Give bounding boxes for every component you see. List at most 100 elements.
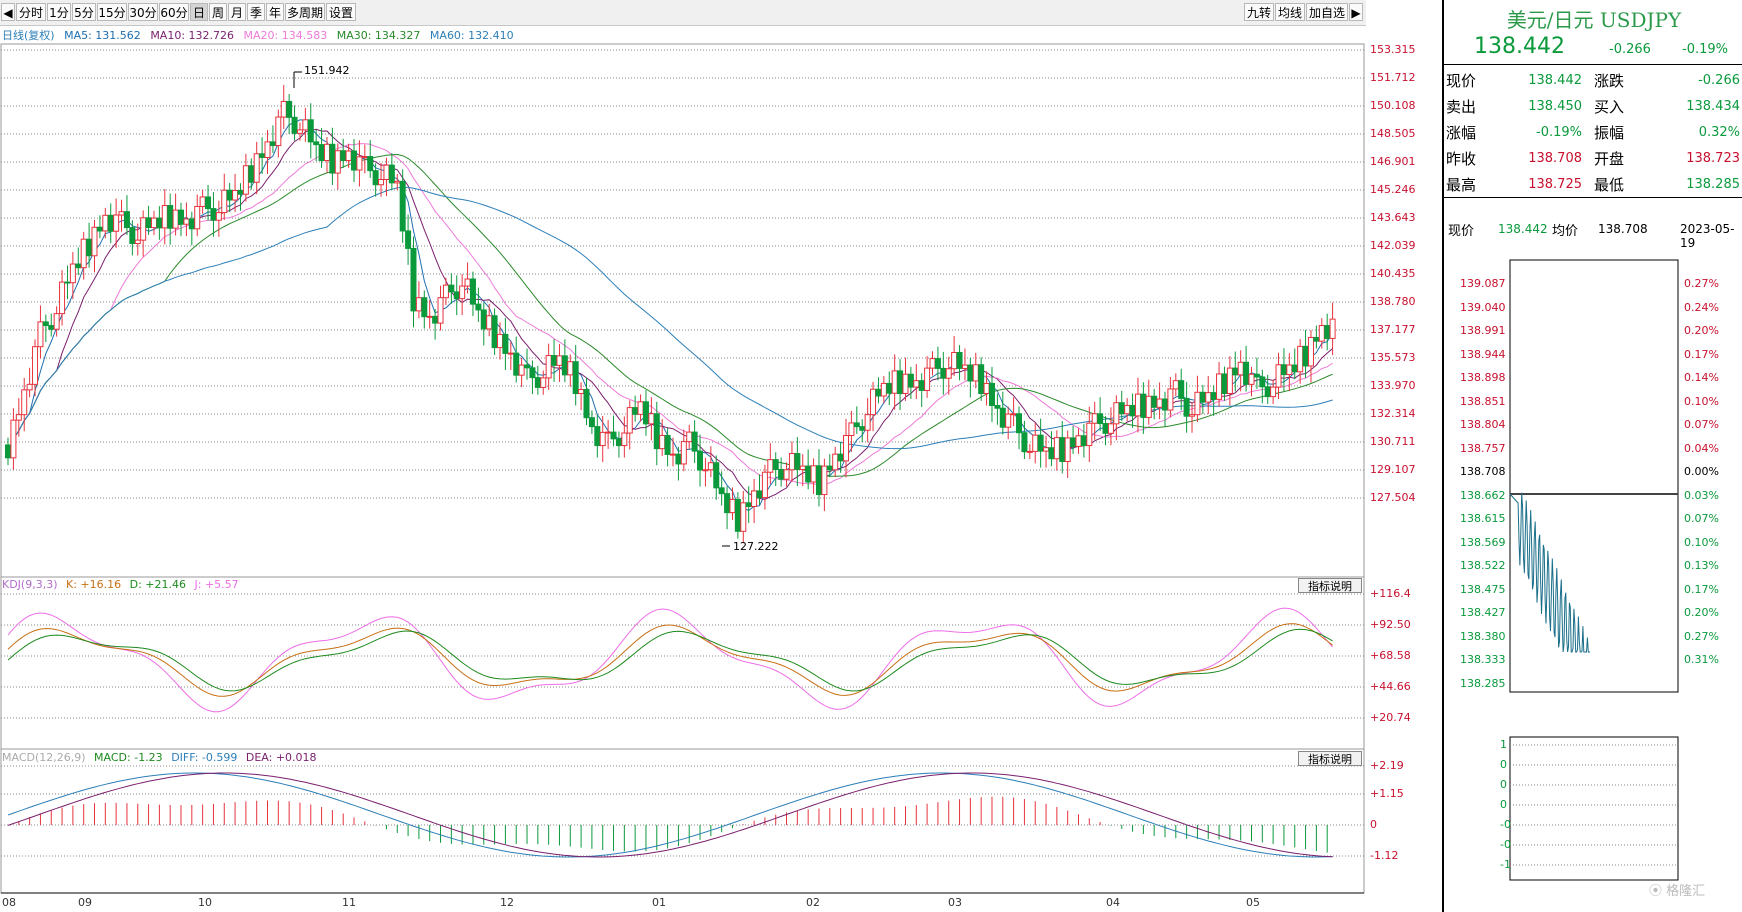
quote-value: 138.708 [1528,151,1582,166]
candle-body [264,141,271,158]
kdj-tick: +116.4 [1370,587,1411,600]
candle-body [664,434,671,455]
tab-period-year[interactable]: 年 [266,3,284,21]
candle-body [172,209,179,229]
intraday-chart[interactable] [1444,232,1742,912]
candle-body [21,389,28,416]
candle-body [26,383,33,391]
candle-body [556,355,563,366]
mini-avg-value: 138.708 [1598,222,1648,236]
settings-button[interactable]: 设置 [326,3,356,21]
candle-body [178,209,185,225]
candle-body [534,377,541,388]
mini-price-tick: 138.708 [1460,465,1506,478]
candle-body [788,453,795,471]
kdj-title: KDJ(9,3,3) [2,578,58,591]
add-watchlist-button[interactable]: 加自选 [1306,3,1348,21]
kdj-info-button[interactable]: 指标说明 [1298,578,1362,593]
candle-body [496,333,503,349]
candle-body [1102,423,1109,434]
candle-body [918,380,925,391]
candle-body [1189,414,1196,417]
kdj-tick: +92.50 [1370,618,1411,631]
price-tick: 133.970 [1370,379,1416,392]
candle-body [988,382,995,406]
candle-body [253,153,260,183]
tab-multi-period[interactable]: 多周期 [285,3,325,21]
candle-body [464,278,471,287]
mini-pct-tick: 0.13% [1684,559,1719,572]
candle-body [302,119,309,131]
mini-price-tick: 139.040 [1460,300,1506,314]
candle-body [102,214,109,232]
candle-body [615,438,622,447]
quote-row: 卖出 138.450 买入 138.434 [1446,94,1742,120]
kline-chart[interactable] [0,0,1442,912]
quote-row: 昨收 138.708 开盘 138.723 [1446,146,1742,172]
candle-body [767,459,774,473]
mini-price-tick: 138.285 [1460,676,1506,690]
tab-period-fenshi[interactable]: 分时 [16,3,46,21]
toolbar-left-arrow-icon[interactable]: ◀ [1,3,15,21]
watermark-logo: ⦿ 格隆汇 [1649,884,1706,899]
macd-info-button[interactable]: 指标说明 [1298,751,1362,766]
price-change-pct: -0.19% [1682,42,1728,57]
candle-body [691,431,698,452]
ma-lines-button[interactable]: 均线 [1275,3,1305,21]
candle-body [561,355,568,376]
kdj-tick: +44.66 [1370,680,1411,693]
tab-period-30min[interactable]: 30分 [128,3,158,21]
jiuzhuan-button[interactable]: 九转 [1244,3,1274,21]
date-tick: 09 [78,896,92,909]
candle-body [599,431,606,447]
candle-body [545,355,552,379]
candle-body [886,382,893,394]
price-tick: 130.711 [1370,435,1416,448]
tab-period-week[interactable]: 周 [209,3,227,21]
candle-body [1275,364,1282,388]
quote-value: -0.266 [1698,73,1740,88]
tab-period-1min[interactable]: 1分 [47,3,71,21]
candle-body [897,370,904,395]
mini-price-tick: 138.898 [1460,371,1506,384]
last-price: 138.442 [1474,34,1565,59]
mini-pct-tick: 0.03% [1684,488,1719,502]
candle-body [951,351,958,370]
tab-period-60min[interactable]: 60分 [159,3,189,21]
quote-label: 最低 [1594,176,1625,194]
candle-body [426,315,433,318]
candle-body [188,218,195,230]
candle-body [1167,388,1174,411]
tab-period-5min[interactable]: 5分 [72,3,96,21]
tab-period-quarter[interactable]: 季 [247,3,265,21]
quote-label: 振幅 [1594,124,1625,142]
candle-body [307,119,314,143]
mini-pct-tick: 0.14% [1684,371,1719,384]
candle-body [961,364,968,369]
candle-body [934,358,941,369]
macd-value: MACD: -1.23 [94,751,163,764]
tab-period-day[interactable]: 日 [190,3,208,21]
candle-body [86,238,93,257]
candle-body [1064,437,1071,462]
candle-body [394,180,401,184]
macd-title: MACD(12,26,9) [2,751,86,764]
candle-body [1118,402,1125,415]
candle-body [123,211,130,229]
mini-price-tick: 138.427 [1460,606,1506,619]
mini-vol-tick: 0 [1500,778,1507,791]
kdj-j-line [7,607,1333,713]
candle-body [248,165,255,183]
candle-body [432,315,439,324]
candle-body [134,239,141,245]
mini-price-value: 138.442 [1498,222,1548,236]
tab-period-month[interactable]: 月 [228,3,246,21]
candle-body [345,150,352,162]
candle-body [415,297,422,312]
candle-body [75,263,82,269]
tab-period-15min[interactable]: 15分 [97,3,127,21]
candle-body [1307,336,1314,367]
toolbar-right-arrow-icon[interactable]: ▶ [1349,3,1363,21]
price-tick: 140.435 [1370,267,1416,280]
candle-body [10,419,17,459]
